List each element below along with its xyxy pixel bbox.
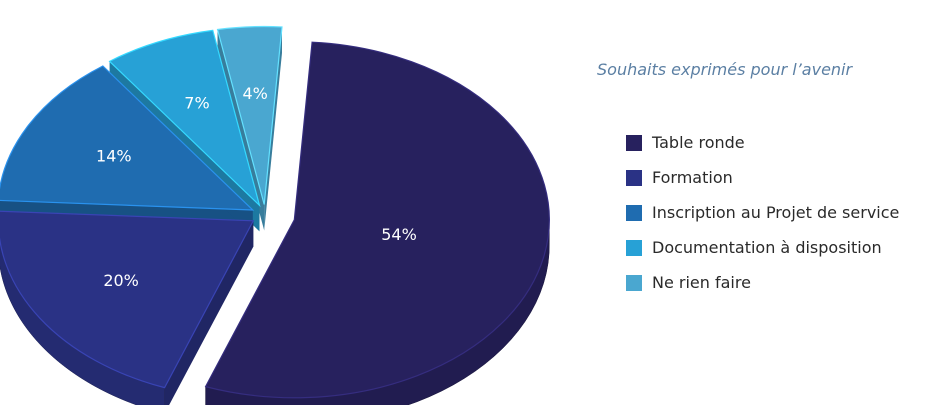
pie-slice-top <box>216 25 283 205</box>
legend-swatch-documentation <box>626 239 642 256</box>
legend-item-documentation: Documentation à disposition <box>626 230 899 265</box>
legend-label: Documentation à disposition <box>652 238 882 257</box>
data-label: 20% <box>103 271 139 290</box>
data-label: 54% <box>381 225 417 244</box>
pie-slice-top <box>0 210 255 389</box>
pie-slice-side-wall <box>164 220 254 405</box>
legend-swatch-table-ronde <box>626 134 642 151</box>
legend-swatch-formation <box>626 169 642 186</box>
legend-label: Table ronde <box>652 133 745 152</box>
data-label: 4% <box>243 84 268 103</box>
data-label: 7% <box>184 94 209 113</box>
legend-label: Inscription au Projet de service <box>652 203 900 222</box>
legend-item-inscription: Inscription au Projet de service <box>626 195 899 230</box>
legend-item-ne-rien-faire: Ne rien faire <box>626 265 899 300</box>
legend-label: Ne rien faire <box>652 273 751 292</box>
pie-slice-table-ronde <box>204 41 550 405</box>
legend-label: Formation <box>652 168 733 187</box>
legend-item-table-ronde: Table ronde <box>626 125 899 160</box>
pie-slice-top <box>0 65 255 211</box>
pie-slice-side-wall <box>264 26 282 231</box>
data-label: 14% <box>96 147 132 166</box>
legend-swatch-ne-rien-faire <box>626 274 642 291</box>
chart-title: Souhaits exprimés pour l’avenir <box>597 60 853 79</box>
pie-slice-formation <box>0 210 255 405</box>
pie-slice-top <box>108 29 261 208</box>
legend-item-formation: Formation <box>626 160 899 195</box>
chart-legend: Table ronde Formation Inscription au Pro… <box>626 125 899 300</box>
legend-swatch-inscription <box>626 204 642 221</box>
pie-slice-top <box>204 41 550 399</box>
